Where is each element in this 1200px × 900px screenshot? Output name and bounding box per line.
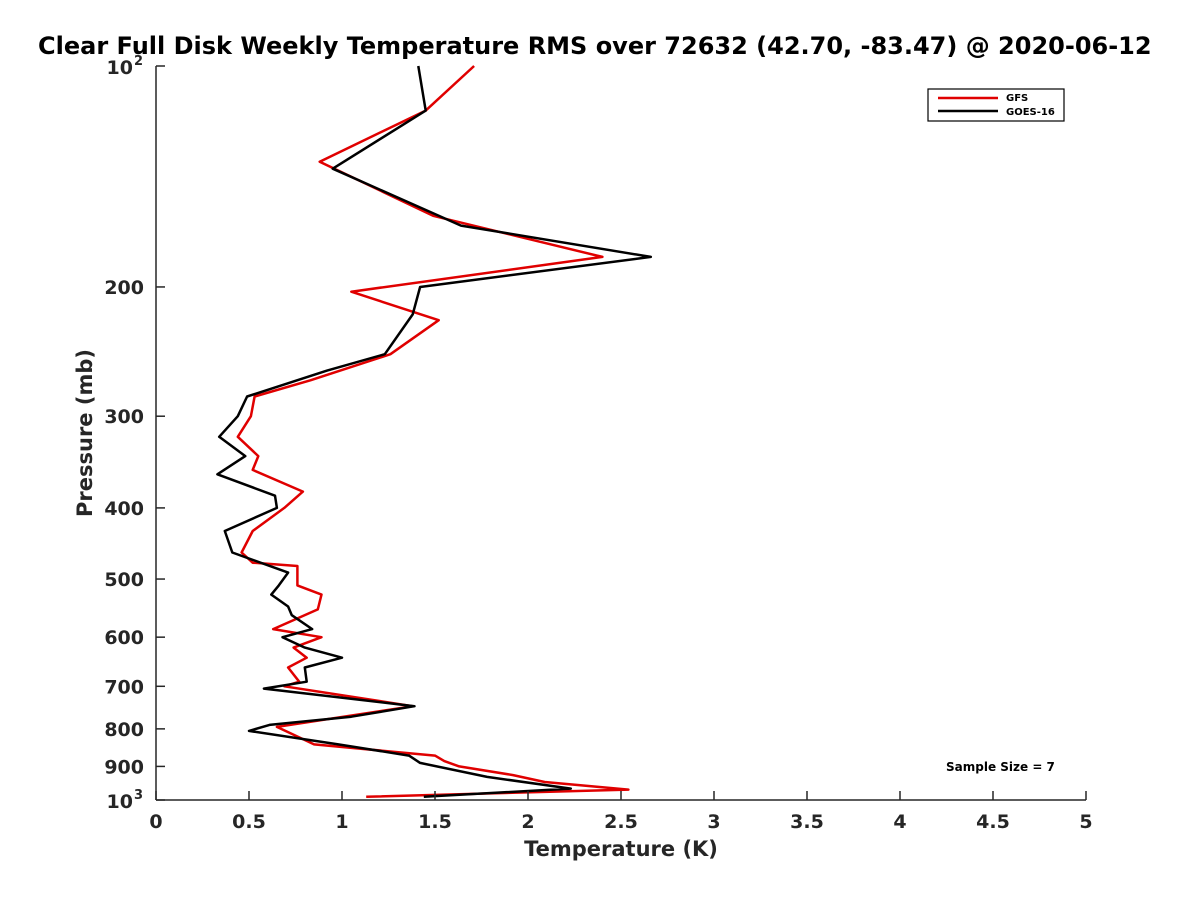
legend-label-gfs: GFS (1006, 93, 1028, 104)
y-tick-label: 300 (104, 406, 144, 428)
legend: GFS GOES-16 (927, 88, 1065, 122)
y-tick-label: 10 (107, 791, 133, 813)
y-axis-label: Pressure (mb) (73, 349, 97, 517)
x-tick-label: 3.5 (790, 811, 824, 833)
x-tick-label: 1.5 (418, 811, 452, 833)
series-layer (216, 65, 653, 799)
chart-title: Clear Full Disk Weekly Temperature RMS o… (38, 32, 1152, 60)
y-tick-exponent: 3 (134, 788, 143, 803)
legend-box (927, 88, 1065, 122)
x-tick-label: 2.5 (604, 811, 638, 833)
x-tick-label: 3 (707, 811, 720, 833)
x-tick-label: 1 (335, 811, 348, 833)
x-tick-label: 2 (521, 811, 534, 833)
y-tick-label: 200 (104, 277, 144, 299)
legend-label-goes16: GOES-16 (1006, 107, 1055, 118)
sample-size-annotation: Sample Size = 7 (946, 760, 1055, 774)
x-ticks: 0 0.5 1 1.5 2 2.5 3 3.5 4 4.5 5 (149, 791, 1093, 833)
y-tick-label: 800 (104, 719, 144, 741)
plot-area (156, 66, 1086, 800)
y-tick-label: 700 (104, 676, 144, 698)
series-line-goes16 (216, 65, 653, 799)
y-tick-label: 900 (104, 756, 144, 778)
y-tick-label: 400 (104, 498, 144, 520)
x-tick-label: 4 (893, 811, 906, 833)
x-axis-label: Temperature (K) (524, 837, 718, 861)
y-tick-label: 10 (107, 57, 133, 79)
x-tick-label: 5 (1079, 811, 1092, 833)
x-tick-label: 0 (149, 811, 162, 833)
y-tick-label: 500 (104, 569, 144, 591)
x-tick-label: 4.5 (976, 811, 1010, 833)
y-tick-label: 600 (104, 627, 144, 649)
y-tick-exponent: 2 (134, 54, 143, 69)
x-tick-label: 0.5 (232, 811, 266, 833)
